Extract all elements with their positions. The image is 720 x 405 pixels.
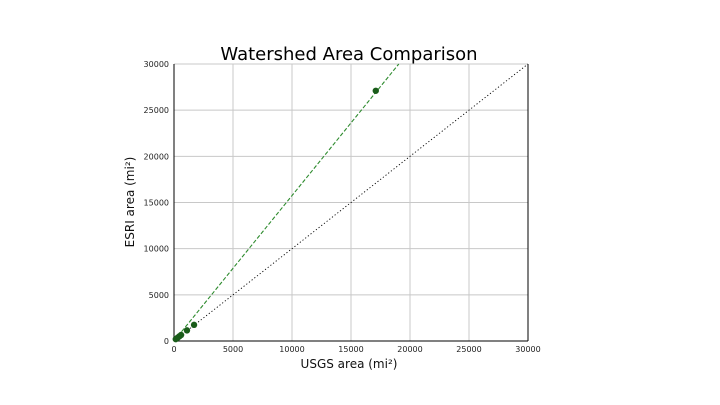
x-tick-label: 10000 <box>279 345 304 354</box>
data-point <box>372 87 379 94</box>
data-point <box>190 321 198 329</box>
x-tick-label: 30000 <box>515 345 540 354</box>
y-tick-label: 20000 <box>144 152 169 161</box>
y-tick-label: 5000 <box>149 291 169 300</box>
y-tick-label: 0 <box>164 337 169 346</box>
x-tick-label: 5000 <box>223 345 243 354</box>
data-point <box>177 331 185 339</box>
x-tick-label: 25000 <box>456 345 481 354</box>
plot-area: 0 5000 10000 15000 20000 25000 30000 0 5000 10000… <box>144 60 541 354</box>
x-tick-label: 15000 <box>338 345 363 354</box>
x-tick-label: 0 <box>171 345 176 354</box>
fit-line <box>173 63 400 342</box>
y-axis-label: ESRI area (mi²) <box>123 157 137 248</box>
x-axis-label: USGS area (mi²) <box>301 357 398 371</box>
identity-line <box>173 63 529 342</box>
data-point <box>183 327 191 334</box>
y-tick-label: 10000 <box>144 245 169 254</box>
y-tick-label: 25000 <box>144 106 169 115</box>
y-tick-label: 15000 <box>144 199 169 208</box>
y-tick-label: 30000 <box>144 60 169 69</box>
chart-title: Watershed Area Comparison <box>220 44 477 65</box>
x-tick-label: 20000 <box>397 345 422 354</box>
